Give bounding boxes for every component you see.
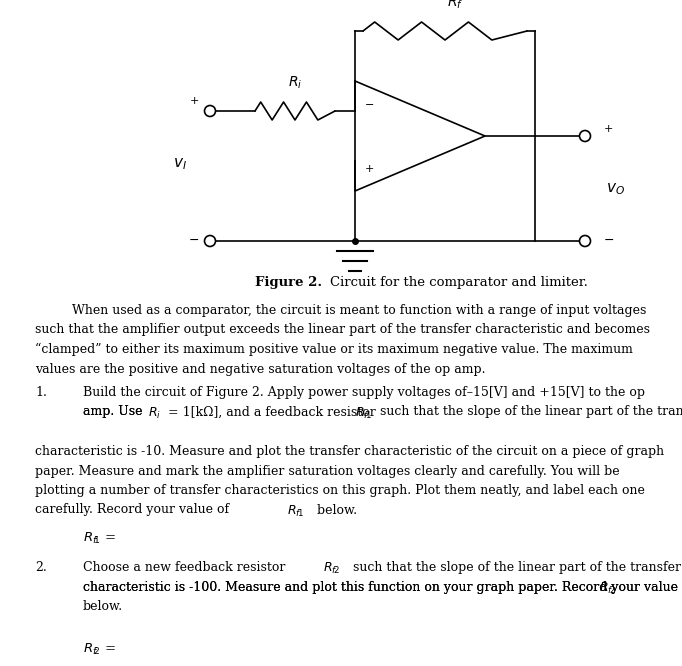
Text: below.: below. bbox=[83, 600, 123, 613]
Text: values are the positive and negative saturation voltages of the op amp.: values are the positive and negative sat… bbox=[35, 362, 486, 376]
Text: characteristic is -100. Measure and plot this function on your graph paper. Reco: characteristic is -100. Measure and plot… bbox=[83, 581, 682, 593]
Text: $-$: $-$ bbox=[188, 232, 200, 246]
Text: such that the slope of the linear part of the transfer: such that the slope of the linear part o… bbox=[380, 406, 682, 418]
Text: amp. Use: amp. Use bbox=[83, 406, 147, 418]
Text: Figure 2.: Figure 2. bbox=[255, 276, 322, 289]
Text: such that the amplifier output exceeds the linear part of the transfer character: such that the amplifier output exceeds t… bbox=[35, 324, 650, 336]
Text: such that the slope of the linear part of the transfer: such that the slope of the linear part o… bbox=[349, 561, 681, 574]
Text: $v_I$: $v_I$ bbox=[173, 156, 187, 172]
Text: $R_{f\!2}$: $R_{f\!2}$ bbox=[323, 561, 340, 576]
Text: $v_O$: $v_O$ bbox=[606, 181, 625, 196]
Text: $-$: $-$ bbox=[603, 232, 614, 246]
Text: 1.: 1. bbox=[35, 386, 47, 399]
Text: amp. Use: amp. Use bbox=[83, 406, 147, 418]
Text: Build the circuit of Figure 2. Apply power supply voltages of–15[V] and +15[V] t: Build the circuit of Figure 2. Apply pow… bbox=[83, 386, 645, 399]
Text: plotting a number of transfer characteristics on this graph. Plot them neatly, a: plotting a number of transfer characteri… bbox=[35, 484, 645, 497]
Text: $+$: $+$ bbox=[189, 95, 199, 107]
Text: 2.: 2. bbox=[35, 561, 47, 574]
Text: $+$: $+$ bbox=[364, 163, 374, 174]
Text: $+$: $+$ bbox=[603, 123, 613, 133]
Text: characteristic is -10. Measure and plot the transfer characteristic of the circu: characteristic is -10. Measure and plot … bbox=[35, 445, 664, 458]
Text: below.: below. bbox=[313, 503, 357, 517]
Text: $R_{f\!1}$: $R_{f\!1}$ bbox=[355, 406, 372, 421]
Text: $R_{f\!1}$ =: $R_{f\!1}$ = bbox=[83, 531, 116, 546]
Text: = 1[kΩ], and a feedback resistor: = 1[kΩ], and a feedback resistor bbox=[164, 406, 380, 418]
Text: $R_f$: $R_f$ bbox=[447, 0, 463, 11]
Text: characteristic is -100. Measure and plot this function on your graph paper. Reco: characteristic is -100. Measure and plot… bbox=[83, 581, 682, 593]
Text: Circuit for the comparator and limiter.: Circuit for the comparator and limiter. bbox=[330, 276, 588, 289]
Text: $R_{f\!2}$: $R_{f\!2}$ bbox=[599, 581, 616, 595]
Text: When used as a comparator, the circuit is meant to function with a range of inpu: When used as a comparator, the circuit i… bbox=[72, 304, 647, 317]
Text: $R_{f\!1}$: $R_{f\!1}$ bbox=[287, 503, 304, 519]
Text: Choose a new feedback resistor: Choose a new feedback resistor bbox=[83, 561, 289, 574]
Text: $-$: $-$ bbox=[364, 98, 374, 108]
Text: $R_i$: $R_i$ bbox=[288, 75, 302, 91]
Text: $R_{f\!2}$ =: $R_{f\!2}$ = bbox=[83, 642, 116, 657]
Text: paper. Measure and mark the amplifier saturation voltages clearly and carefully.: paper. Measure and mark the amplifier sa… bbox=[35, 464, 620, 478]
Text: “clamped” to either its maximum positive value or its maximum negative value. Th: “clamped” to either its maximum positive… bbox=[35, 343, 633, 356]
Text: $R_i$: $R_i$ bbox=[148, 406, 161, 421]
Text: carefully. Record your value of: carefully. Record your value of bbox=[35, 503, 233, 517]
